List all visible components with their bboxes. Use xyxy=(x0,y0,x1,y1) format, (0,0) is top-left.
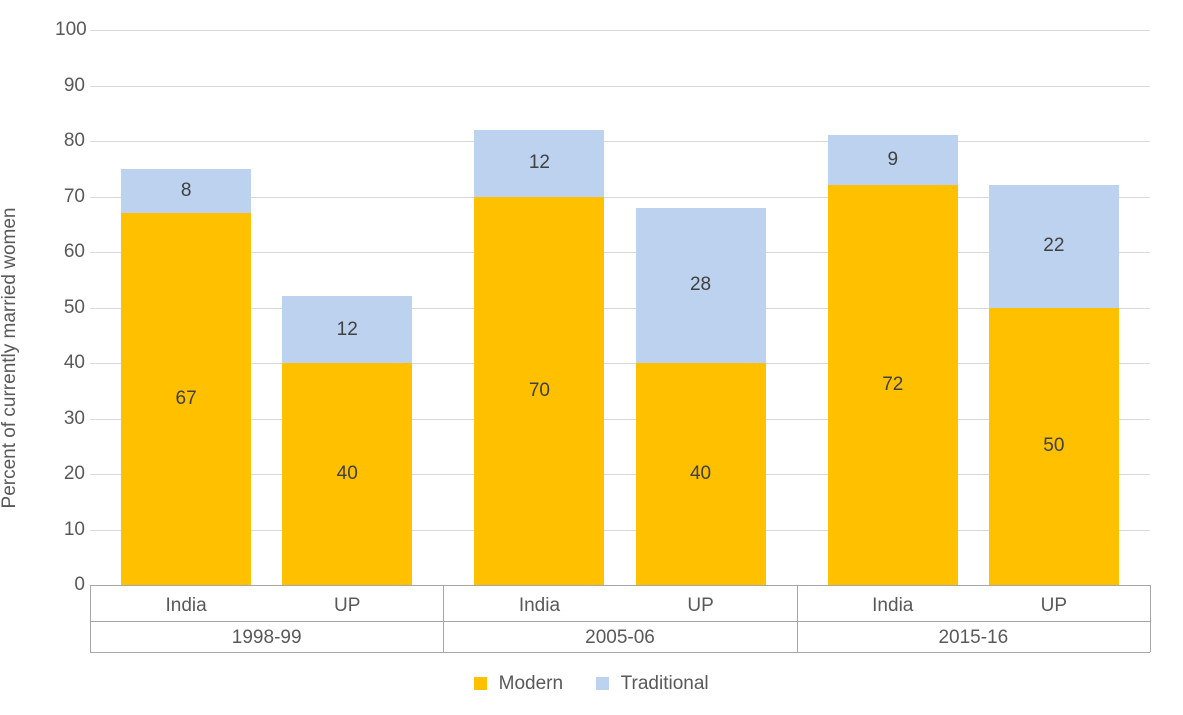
y-axis-title: Percent of currently married women xyxy=(0,207,21,508)
bar-segment-modern: 70 xyxy=(474,197,604,586)
y-tick-label: 90 xyxy=(55,75,85,97)
bar-segment-traditional: 8 xyxy=(121,169,251,213)
gridline xyxy=(90,141,1150,142)
x-group-label: 2005-06 xyxy=(443,627,796,649)
bar: 9 72 xyxy=(828,135,958,585)
group-separator xyxy=(797,585,798,652)
bar-value-label: 70 xyxy=(474,380,604,402)
y-tick-label: 40 xyxy=(55,352,85,374)
bar-value-label: 67 xyxy=(121,388,251,410)
bar-value-label: 40 xyxy=(282,463,412,485)
bar-segment-modern: 50 xyxy=(989,308,1119,586)
bar-value-label: 50 xyxy=(989,435,1119,457)
y-tick-label: 50 xyxy=(55,297,85,319)
x-category-label: UP xyxy=(989,595,1119,617)
x-axis-end-separator xyxy=(1150,585,1151,652)
bar-value-label: 8 xyxy=(121,180,251,202)
x-category-label: UP xyxy=(636,595,766,617)
x-baseline-mid xyxy=(90,621,1150,622)
legend-swatch-traditional xyxy=(596,677,609,690)
bar-segment-traditional: 28 xyxy=(636,208,766,363)
x-category-label: UP xyxy=(282,595,412,617)
bar-segment-traditional: 12 xyxy=(474,130,604,197)
y-tick-label: 0 xyxy=(55,574,85,596)
y-tick-label: 20 xyxy=(55,463,85,485)
bar-segment-traditional: 22 xyxy=(989,185,1119,307)
y-tick-label: 70 xyxy=(55,186,85,208)
bar-value-label: 72 xyxy=(828,374,958,396)
bar-segment-modern: 40 xyxy=(282,363,412,585)
plot-area: 8 67 12 40 12 70 28 40 9 72 22 50 xyxy=(90,30,1150,586)
legend-item-modern: Modern xyxy=(474,673,563,695)
bar-segment-traditional: 9 xyxy=(828,135,958,185)
bar-value-label: 28 xyxy=(636,274,766,296)
chart-container: Percent of currently married women 86712… xyxy=(20,20,1163,695)
legend-swatch-modern xyxy=(474,677,487,690)
bar-segment-modern: 67 xyxy=(121,213,251,585)
gridline xyxy=(90,30,1150,31)
group-separator xyxy=(443,585,444,652)
bar: 22 50 xyxy=(989,185,1119,585)
bar-value-label: 9 xyxy=(828,149,958,171)
bar: 12 40 xyxy=(282,296,412,585)
bar: 12 70 xyxy=(474,130,604,585)
gridline xyxy=(90,86,1150,87)
legend: Modern Traditional xyxy=(20,673,1163,695)
y-tick-label: 60 xyxy=(55,241,85,263)
bar-value-label: 40 xyxy=(636,463,766,485)
x-baseline-bottom xyxy=(90,652,1150,653)
bar-value-label: 12 xyxy=(474,152,604,174)
legend-label-traditional: Traditional xyxy=(621,673,709,694)
x-category-label: India xyxy=(121,595,251,617)
bar-segment-modern: 40 xyxy=(636,363,766,585)
x-group-label: 1998-99 xyxy=(90,627,443,649)
bar: 28 40 xyxy=(636,208,766,585)
legend-item-traditional: Traditional xyxy=(596,673,708,695)
x-group-label: 2015-16 xyxy=(797,627,1150,649)
bar: 8 67 xyxy=(121,169,251,585)
x-axis-end-separator xyxy=(90,585,91,652)
bar-value-label: 22 xyxy=(989,235,1119,257)
y-tick-label: 30 xyxy=(55,408,85,430)
y-tick-label: 80 xyxy=(55,130,85,152)
legend-label-modern: Modern xyxy=(499,673,563,694)
x-category-label: India xyxy=(474,595,604,617)
bar-segment-modern: 72 xyxy=(828,185,958,585)
y-tick-label: 100 xyxy=(55,19,85,41)
bar-value-label: 12 xyxy=(282,319,412,341)
x-category-label: India xyxy=(828,595,958,617)
y-tick-label: 10 xyxy=(55,519,85,541)
bar-segment-traditional: 12 xyxy=(282,296,412,363)
